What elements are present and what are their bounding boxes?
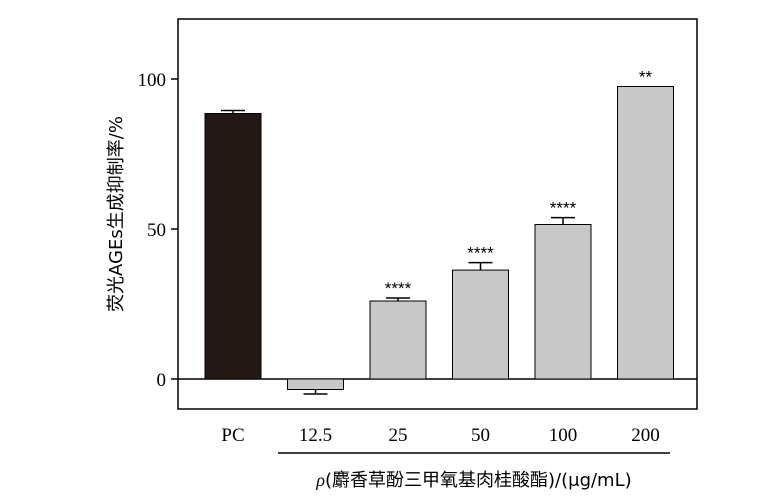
x-tick-label: 25 — [389, 425, 408, 446]
significance-marker: ** — [639, 68, 653, 87]
bar — [452, 269, 509, 380]
plot-frame — [177, 18, 698, 410]
bar — [534, 224, 592, 380]
y-tick-label: 50 — [147, 220, 166, 241]
x-axis-tick-labels: PC 12.5 25 50 100 200 — [221, 425, 659, 446]
bar — [369, 300, 427, 380]
bar — [617, 86, 674, 380]
x-tick-label: PC — [221, 425, 244, 446]
x-axis-label-symbol: ρ — [315, 470, 325, 490]
y-axis-ticks: 0 50 100 — [138, 70, 178, 391]
x-tick-label: 200 — [631, 425, 660, 446]
bar — [204, 113, 262, 380]
x-tick-label: 12.5 — [299, 425, 332, 446]
x-tick-label: 100 — [549, 425, 578, 446]
x-axis-label-text: (麝香草酚三甲氧基肉桂酸酯)/(μg/mL) — [325, 470, 632, 491]
y-tick-label: 100 — [138, 70, 167, 91]
significance-marker: **** — [550, 199, 577, 218]
bars: ************** — [204, 68, 674, 395]
significance-marker: **** — [467, 244, 494, 263]
x-axis-label: ρ(麝香草酚三甲氧基肉桂酸酯)/(μg/mL) — [315, 470, 631, 491]
x-tick-label: 50 — [471, 425, 490, 446]
significance-marker: **** — [385, 279, 412, 298]
bar — [287, 378, 344, 390]
y-tick-label: 0 — [157, 370, 167, 391]
y-axis-label: 荧光AGEs生成抑制率/% — [106, 116, 127, 312]
